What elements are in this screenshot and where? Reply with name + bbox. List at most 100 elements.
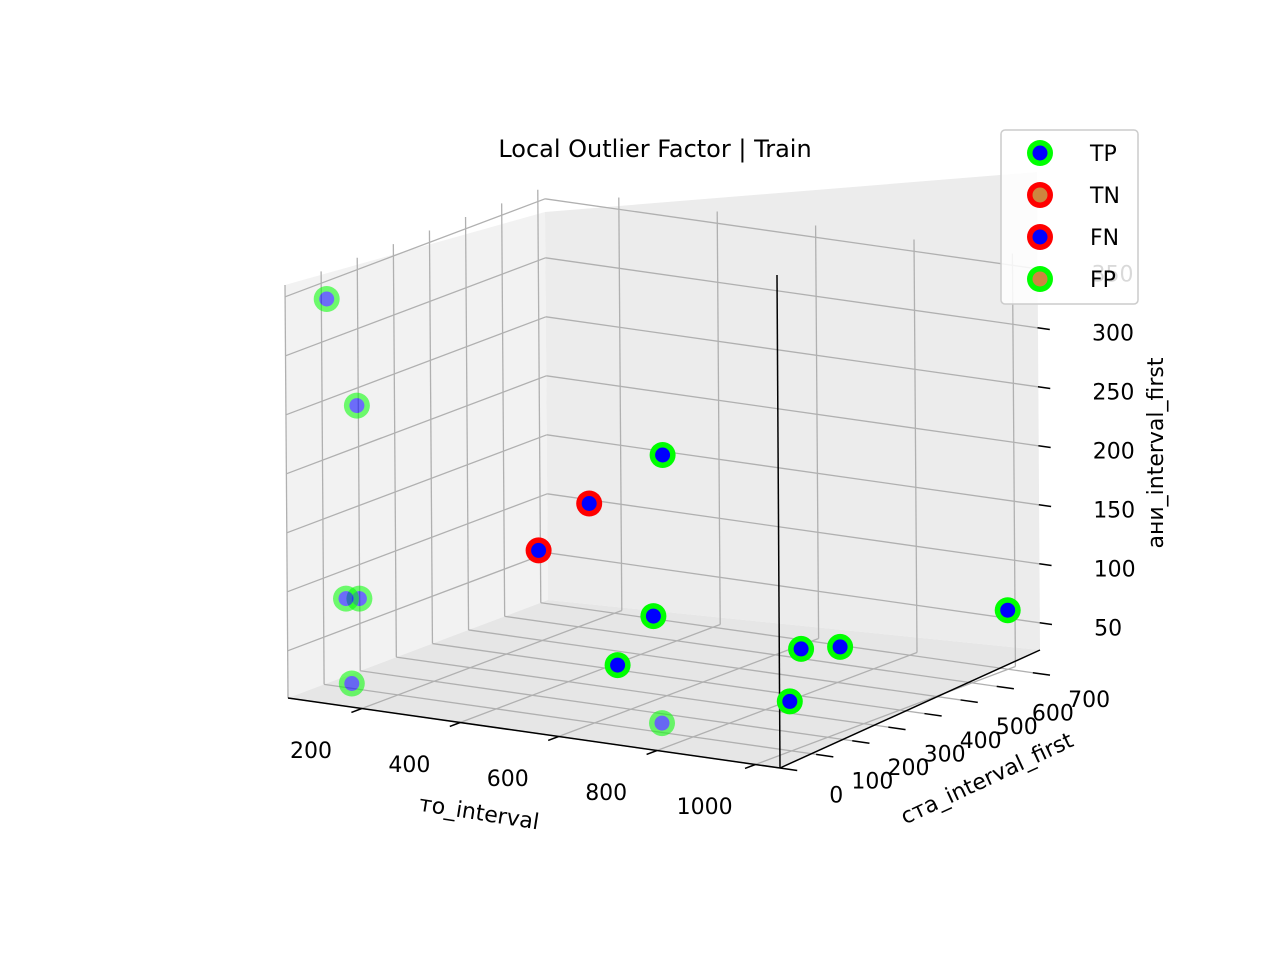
z-tick (1037, 386, 1051, 390)
x-tick-label: 400 (388, 753, 430, 778)
marker-fill (832, 639, 848, 655)
data-point-tp (776, 688, 803, 715)
z-grid-left (286, 493, 548, 593)
y-tick (852, 740, 870, 744)
y-tick (779, 767, 798, 772)
z-tick-label: 150 (1093, 499, 1135, 524)
x-grid-back (618, 197, 623, 611)
axis-panes (285, 172, 1040, 768)
axis-lines (287, 274, 1041, 769)
data-point-tp (649, 442, 676, 468)
z-grid-back (544, 198, 1038, 270)
marker-fill (645, 608, 661, 624)
y-tick-label: 400 (960, 729, 1002, 754)
legend-frame (1000, 129, 1139, 305)
z-grid-back (547, 493, 1040, 565)
y-grid-left (392, 244, 397, 658)
legend-marker-fill (1032, 145, 1048, 161)
marker-fill (344, 676, 360, 691)
y-tick-label: 100 (851, 770, 893, 795)
x-axis-line (287, 697, 781, 769)
z-grid-back (546, 375, 1039, 447)
marker-fill (610, 657, 626, 673)
x-tick-label: 600 (487, 767, 529, 792)
x-axis-label: то_interval (417, 792, 541, 836)
z-axis-label: ани_interval_first (1144, 357, 1169, 548)
z-grid-left (285, 257, 546, 357)
legend-marker-fill (1032, 229, 1048, 245)
y-grid-left (320, 271, 325, 685)
z-tick (1037, 327, 1050, 331)
y-tick (888, 726, 906, 731)
x-tick-label: 800 (585, 781, 627, 806)
y-tick-label: 300 (924, 743, 966, 768)
z-grid-left (284, 198, 546, 298)
marker-fill (581, 496, 597, 511)
z-grid-back (545, 316, 1039, 388)
x-tick (449, 721, 461, 728)
data-point-tp (649, 710, 675, 737)
data-point-tp (788, 635, 815, 662)
y-grid-floor (324, 683, 817, 756)
z-grid-left (285, 316, 547, 416)
y-tick (996, 685, 1014, 690)
marker-fill (793, 641, 809, 657)
marker-fill (655, 447, 671, 463)
z-tick-label: 100 (1094, 558, 1136, 583)
y-tick-label: 700 (1068, 688, 1110, 713)
z-tick (1039, 622, 1053, 626)
z-grid-back (545, 257, 1038, 329)
x-grid-back (1011, 253, 1017, 667)
legend-label: FP (1090, 268, 1116, 293)
z-grid-left (286, 375, 547, 475)
data-point-fn (525, 537, 552, 564)
data-point-tp (604, 652, 631, 679)
z-tick (1038, 504, 1052, 508)
y-tick-label: 200 (888, 756, 930, 781)
y-grid-floor (360, 670, 853, 742)
y-axis-line (779, 649, 1041, 769)
legend-label: TP (1089, 142, 1117, 167)
tick-marks (351, 268, 1053, 772)
data-point-tp (333, 585, 359, 612)
legend-marker-fill (1032, 187, 1048, 203)
y-tick (924, 712, 942, 717)
data-point-tp (343, 392, 370, 419)
x-grid-back (716, 211, 721, 625)
x-tick-label: 200 (290, 739, 332, 764)
y-grid-left (428, 230, 434, 644)
data-point-tp (994, 597, 1021, 624)
z-tick-label: 250 (1092, 381, 1134, 406)
x-tick (547, 735, 559, 742)
data-point-tp (827, 633, 854, 660)
y-grid-floor (540, 602, 1033, 674)
data-point-tp (313, 286, 340, 312)
x-tick (351, 707, 363, 714)
y-grid-left (284, 284, 289, 699)
chart-title: Local Outlier Factor | Train (498, 135, 811, 163)
z-tick-label: 300 (1092, 322, 1134, 347)
y-grid-left (464, 216, 470, 630)
marker-fill (338, 591, 354, 607)
data-points (313, 286, 1021, 737)
marker-fill (319, 291, 335, 307)
pane-left (285, 212, 548, 698)
y-grid-left (537, 189, 542, 603)
legend-label: FN (1090, 226, 1119, 251)
z-grid-left (286, 434, 548, 534)
z-tick (1038, 445, 1051, 449)
y-grid-floor (468, 629, 961, 701)
marker-fill (531, 542, 547, 558)
z-tick-label: 200 (1093, 440, 1135, 465)
x-tick (744, 763, 756, 770)
z-tick (1039, 563, 1052, 567)
y-tick (816, 753, 834, 758)
y-tick (960, 699, 978, 704)
x-grid-back (913, 239, 918, 653)
legend: TP TN FN FP (1000, 129, 1139, 305)
z-grid-left (287, 552, 548, 652)
marker-fill (349, 398, 365, 414)
data-point-fn (576, 490, 603, 517)
z-grid-back (547, 552, 1040, 624)
